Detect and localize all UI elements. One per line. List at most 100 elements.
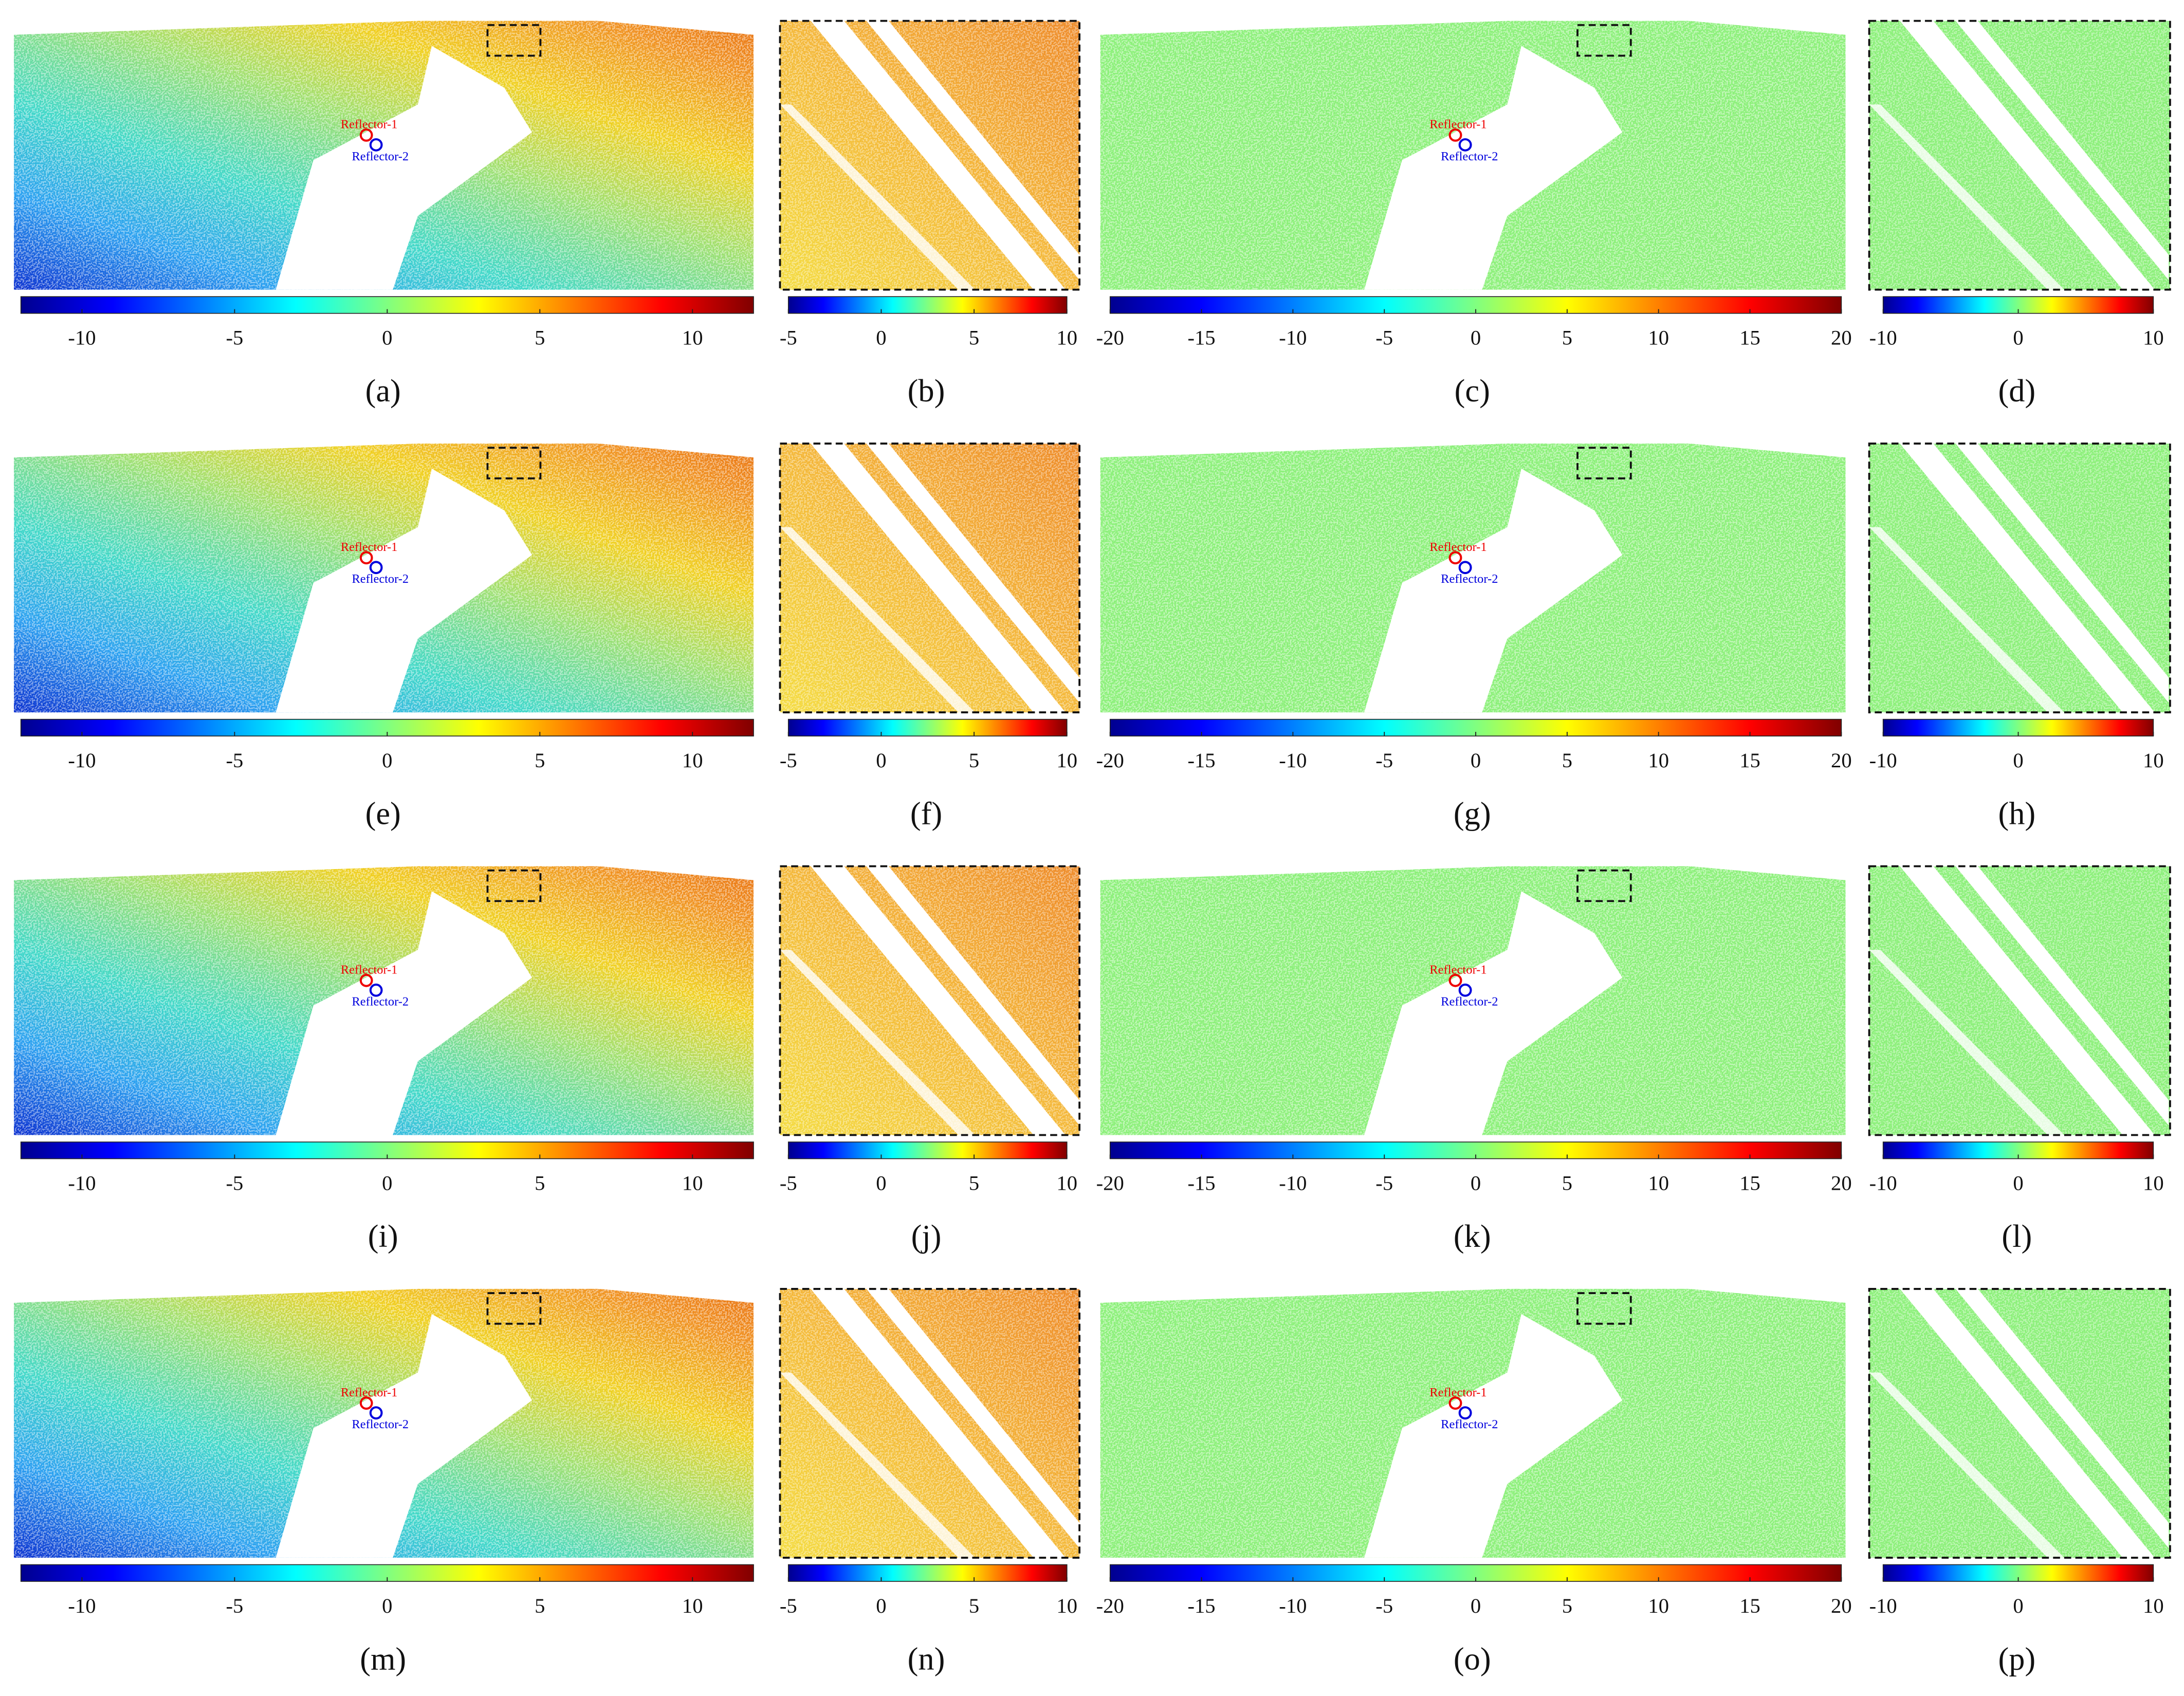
reflector-2 bbox=[369, 983, 383, 997]
panel: -5 0 5 10 (n) bbox=[779, 1288, 1081, 1676]
reflector-2 bbox=[1458, 561, 1472, 575]
zoom-box bbox=[486, 447, 542, 480]
reflector-1 bbox=[1448, 128, 1462, 142]
panel-label: (b) bbox=[908, 373, 945, 409]
zoom-border bbox=[1868, 443, 2171, 713]
zoom-border bbox=[779, 443, 1081, 713]
map: Reflector-1 Reflector-2 bbox=[14, 1288, 754, 1558]
map-body: Reflector-1 Reflector-2 bbox=[14, 21, 754, 290]
annotation: Reflector-2 bbox=[1441, 1417, 1498, 1431]
reflector-1 bbox=[1448, 1396, 1462, 1410]
reflector-2 bbox=[1458, 983, 1472, 997]
stripe bbox=[780, 104, 975, 290]
colorbar-tick-label: -20 bbox=[1096, 326, 1124, 349]
panel: Reflector-1 Reflector-2 -10 -5 0 5 10 (m) bbox=[14, 1288, 754, 1676]
reflector-1 bbox=[359, 551, 373, 565]
map: Reflector-1 Reflector-2 bbox=[1100, 866, 1846, 1135]
colorbar-tick-label: -5 bbox=[1375, 326, 1393, 349]
colorbar-tick-label: 20 bbox=[1831, 1594, 1852, 1617]
map: Reflector-1 Reflector-2 bbox=[14, 866, 754, 1135]
colorbar-tick-label: 0 bbox=[876, 326, 886, 349]
panel-label: (o) bbox=[1454, 1641, 1491, 1676]
panel-label: (k) bbox=[1454, 1219, 1491, 1254]
colorbar-tick-label: 0 bbox=[1471, 1171, 1481, 1194]
colorbar-tick-label: -5 bbox=[780, 326, 797, 349]
colorbar bbox=[787, 296, 1068, 314]
stripe bbox=[1955, 444, 2169, 703]
stripe bbox=[1900, 1288, 2155, 1558]
colorbar-tick-label: 0 bbox=[1471, 1594, 1481, 1617]
stripe bbox=[811, 866, 1066, 1135]
colorbar-tick-label: 20 bbox=[1831, 749, 1852, 772]
colorbar-tick-label: -10 bbox=[1869, 1594, 1897, 1617]
colorbar-tick-label: 10 bbox=[2143, 749, 2164, 772]
colorbar-tick-label: 5 bbox=[1562, 1171, 1572, 1194]
panel-label: (p) bbox=[1998, 1641, 2035, 1676]
colorbar-tick-label: -15 bbox=[1187, 1594, 1215, 1617]
colorbar-tick-label: 10 bbox=[1056, 326, 1077, 349]
reflector-2 bbox=[369, 1406, 383, 1420]
colorbar-tick-label: 10 bbox=[682, 1171, 703, 1194]
colorbar-tick-label: 0 bbox=[2013, 749, 2023, 772]
annotation: Reflector-1 bbox=[1429, 963, 1486, 976]
colorbar-tick-label: 10 bbox=[1648, 749, 1669, 772]
colorbar-tick-label: 0 bbox=[2013, 1594, 2023, 1617]
colorbar-tick-label: 0 bbox=[2013, 326, 2023, 349]
map: Reflector-1 Reflector-2 bbox=[1100, 1288, 1846, 1558]
annotation: Reflector-2 bbox=[352, 572, 409, 586]
panel: -5 0 5 10 (f) bbox=[779, 443, 1081, 832]
panel-label: (c) bbox=[1455, 373, 1490, 409]
colorbar-tick-label: 0 bbox=[1471, 326, 1481, 349]
panel: Reflector-1 Reflector-2 -10 -5 0 5 10 (a) bbox=[14, 21, 754, 409]
map: Reflector-1 Reflector-2 bbox=[1100, 444, 1846, 713]
reflector-1 bbox=[1448, 973, 1462, 987]
map bbox=[1868, 1288, 2171, 1559]
zoom-border bbox=[779, 865, 1081, 1136]
colorbar-tick-label: 5 bbox=[969, 749, 979, 772]
map bbox=[779, 20, 1081, 291]
colorbar-tick-label: 15 bbox=[1739, 326, 1760, 349]
annotation: Reflector-1 bbox=[1429, 1386, 1486, 1399]
map-body: Reflector-1 Reflector-2 bbox=[14, 1288, 754, 1558]
panel-label: (a) bbox=[365, 373, 401, 409]
zoom-border bbox=[779, 20, 1081, 291]
stripe bbox=[1869, 950, 2064, 1135]
annotation: Reflector-1 bbox=[341, 540, 397, 554]
colorbar-tick-label: 15 bbox=[1739, 749, 1760, 772]
colorbar-tick-label: 10 bbox=[1648, 1171, 1669, 1194]
colorbar-tick-label: 10 bbox=[1648, 1594, 1669, 1617]
colorbar-tick-label: -10 bbox=[68, 749, 96, 772]
map bbox=[779, 1288, 1081, 1559]
stripe bbox=[811, 444, 1066, 713]
panel: -5 0 5 10 (b) bbox=[779, 20, 1081, 409]
colorbar-tick-label: -5 bbox=[1375, 749, 1393, 772]
panel-label: (j) bbox=[911, 1219, 942, 1254]
colorbar-tick-label: 10 bbox=[2143, 1171, 2164, 1194]
stripe bbox=[1869, 104, 2064, 290]
colorbar-tick-label: 5 bbox=[1562, 326, 1572, 349]
colorbar-tick-label: 10 bbox=[2143, 326, 2164, 349]
colorbar-tick-label: 5 bbox=[535, 1171, 545, 1194]
void bbox=[1364, 468, 1623, 713]
colorbar-tick-label: -5 bbox=[1375, 1594, 1393, 1617]
colorbar-tick-label: 20 bbox=[1831, 326, 1852, 349]
colorbar-tick-label: 5 bbox=[969, 326, 979, 349]
panel: -10 0 10 (l) bbox=[1868, 865, 2171, 1254]
colorbar-tick-label: 0 bbox=[2013, 1171, 2023, 1194]
colorbar-tick-label: 5 bbox=[535, 749, 545, 772]
panel-label: (d) bbox=[1998, 373, 2035, 409]
colorbar-tick-label: 0 bbox=[382, 1594, 392, 1617]
void bbox=[276, 468, 533, 713]
stripe bbox=[780, 1372, 975, 1558]
panel: Reflector-1 Reflector-2 -20 -15 -10 -5 0 5 10 15 2… bbox=[1096, 21, 1852, 409]
stripe bbox=[866, 444, 1080, 703]
colorbar-tick-label: 0 bbox=[382, 749, 392, 772]
annotation: Reflector-1 bbox=[341, 1386, 397, 1399]
panel: Reflector-1 Reflector-2 -20 -15 -10 -5 0 5 10 15 2… bbox=[1096, 444, 1852, 832]
zoom-box bbox=[486, 869, 542, 902]
panel: Reflector-1 Reflector-2 -20 -15 -10 -5 0 5 10 15 2… bbox=[1096, 1288, 1852, 1676]
reflector-2 bbox=[1458, 138, 1472, 152]
panel-label: (g) bbox=[1454, 796, 1491, 832]
colorbar-tick-label: -15 bbox=[1187, 1171, 1215, 1194]
